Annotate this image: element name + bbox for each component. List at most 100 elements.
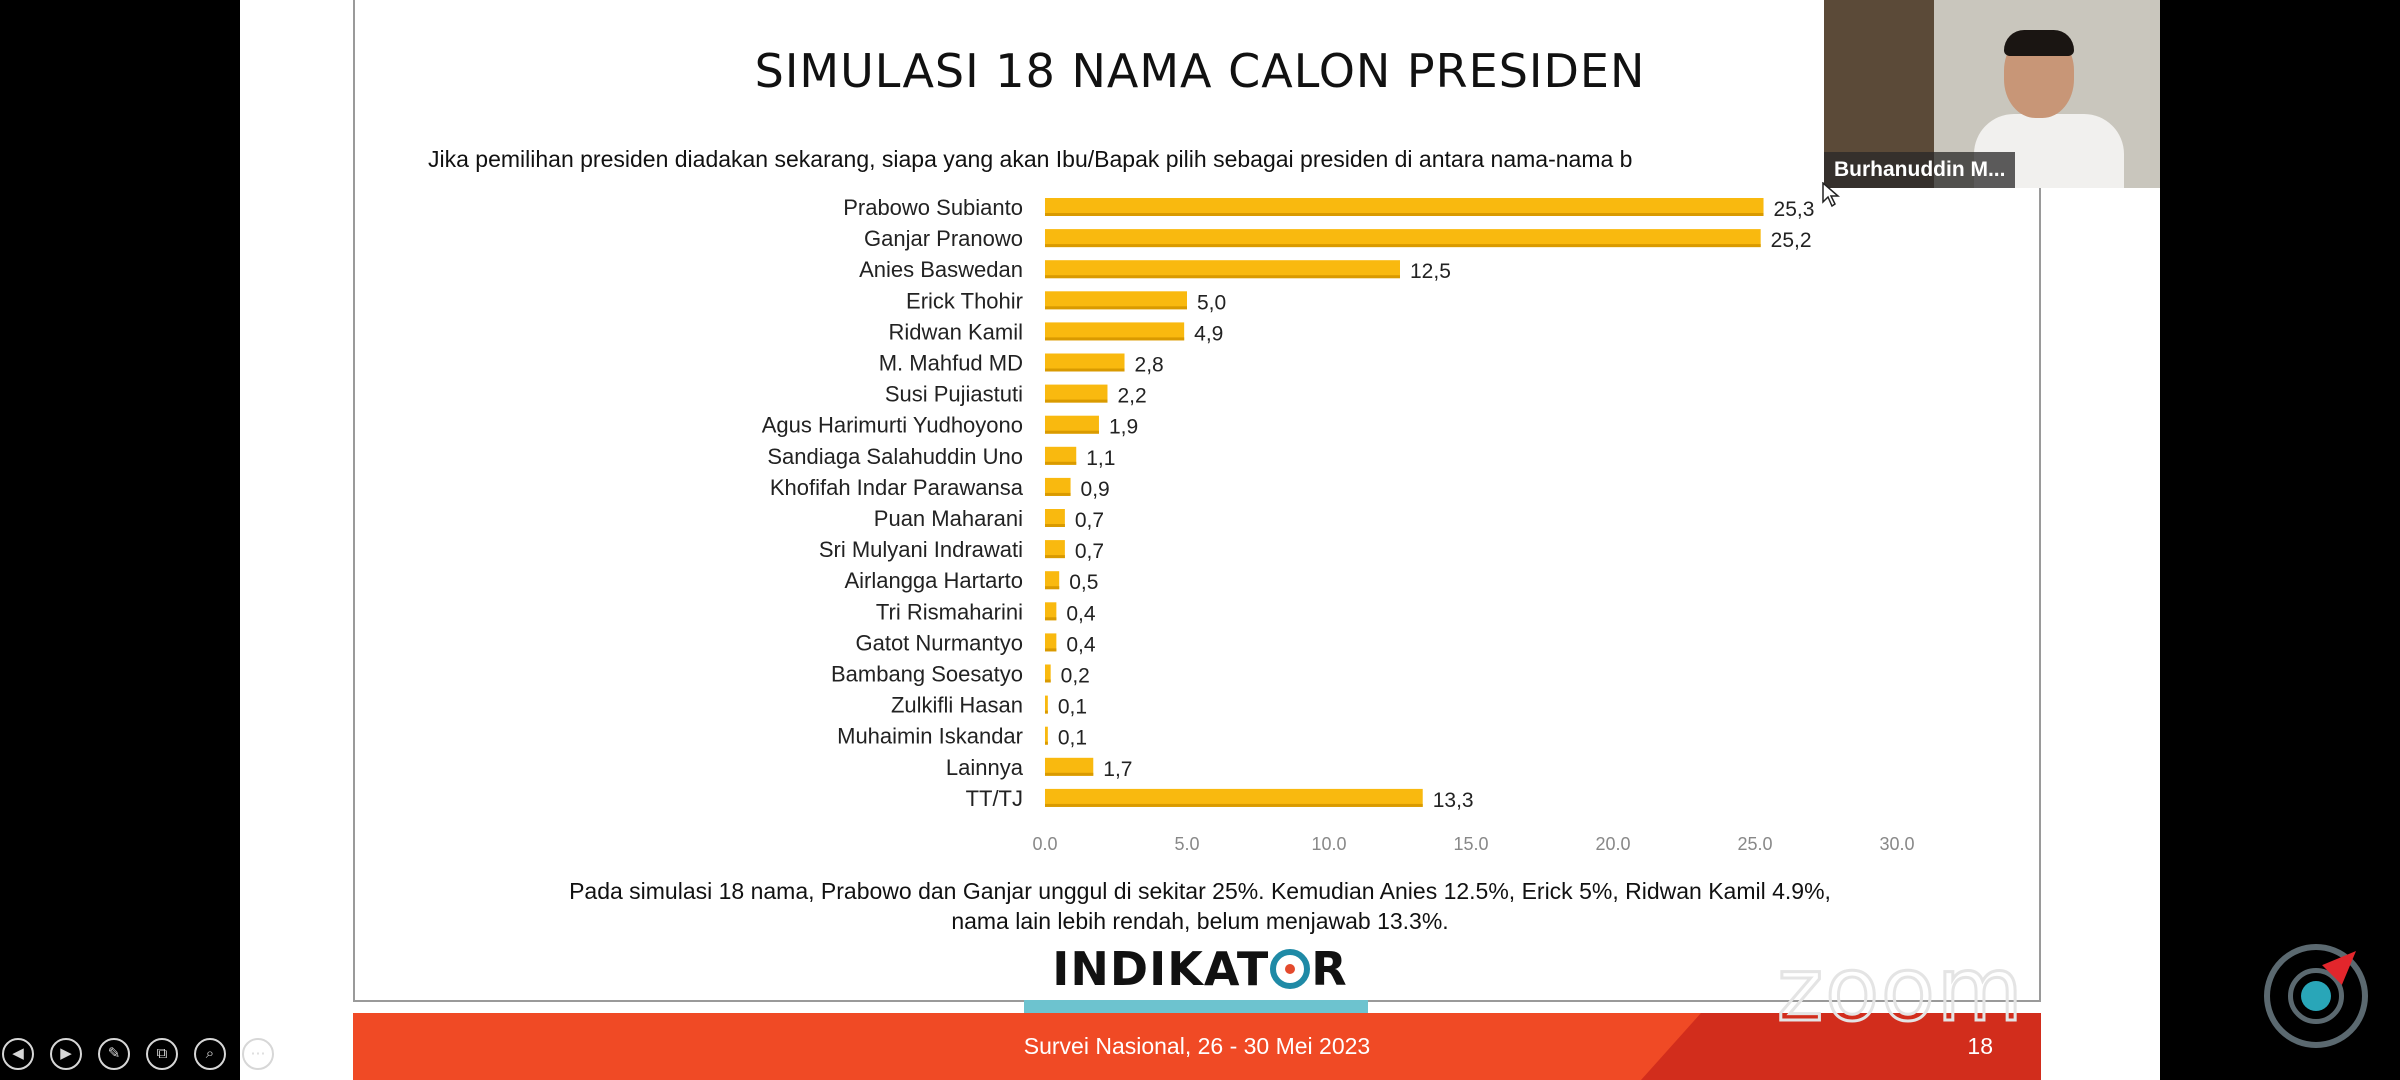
bar — [1045, 260, 1400, 279]
bar-shadow — [1045, 741, 1048, 745]
bar-chart: Prabowo Subianto 25,3 Ganjar Pranowo 25,2 An… — [762, 195, 1915, 854]
zoom-magnifier-icon[interactable]: ⌕ — [194, 1038, 226, 1070]
category-label: Puan Maharani — [874, 506, 1023, 531]
participant-video-tile[interactable]: Burhanuddin M... — [1824, 0, 2160, 188]
footer-survey-text: Survei Nasional, 26 - 30 Mei 2023 — [1023, 1033, 1371, 1059]
data-label: 1,9 — [1109, 416, 1138, 439]
category-label: Tri Rismaharini — [876, 599, 1023, 624]
data-label: 25,3 — [1774, 198, 1815, 221]
data-label: 0,2 — [1061, 665, 1090, 688]
data-label: 0,9 — [1081, 478, 1110, 501]
data-label: 2,2 — [1117, 385, 1146, 408]
conclusion-line-1: Pada simulasi 18 nama, Prabowo dan Ganja… — [569, 878, 1831, 904]
bar-shadow — [1045, 524, 1065, 527]
x-tick-label: 0.0 — [1032, 834, 1057, 854]
bar — [1045, 726, 1048, 745]
indikator-logo: INDIKAT R — [240, 942, 2160, 996]
bar — [1045, 477, 1071, 496]
participant-hair — [2004, 30, 2074, 56]
more-options-icon[interactable]: ⋯ — [242, 1038, 274, 1070]
pen-icon[interactable]: ✎ — [98, 1038, 130, 1070]
bar-shadow — [1045, 772, 1094, 776]
logo-text-end: R — [1311, 942, 1348, 996]
category-label: Bambang Soesatyo — [831, 662, 1023, 687]
category-label: Agus Harimurti Yudhoyono — [762, 413, 1023, 438]
bar — [1045, 322, 1185, 341]
bar — [1045, 415, 1099, 434]
bar-shadow — [1045, 617, 1057, 621]
x-tick-label: 20.0 — [1595, 834, 1630, 854]
category-label: Anies Baswedan — [859, 257, 1023, 282]
slide-footer: Survei Nasional, 26 - 30 Mei 2023 18 — [353, 1013, 2041, 1080]
bar-shadow — [1045, 306, 1187, 310]
category-label: Sri Mulyani Indrawati — [819, 537, 1023, 562]
next-slide-icon[interactable]: ▶ — [50, 1038, 82, 1070]
data-label: 0,4 — [1066, 602, 1096, 625]
logo-text-start: INDIKAT — [1052, 942, 1270, 996]
conclusion-text: Pada simulasi 18 nama, Prabowo dan Ganja… — [240, 876, 2160, 936]
previous-slide-icon[interactable]: ◀ — [2, 1038, 34, 1070]
bar-shadow — [1045, 244, 1761, 248]
data-label: 0,4 — [1066, 633, 1096, 656]
category-label: Lainnya — [946, 755, 1024, 780]
bar — [1045, 353, 1125, 372]
data-label: 25,2 — [1771, 229, 1812, 252]
logo-target-icon — [1270, 949, 1311, 989]
bar — [1045, 695, 1048, 714]
data-label: 0,1 — [1058, 696, 1087, 719]
data-label: 1,7 — [1103, 758, 1132, 781]
bar-shadow — [1045, 430, 1099, 434]
presentation-controls: ◀ ▶ ✎ ⧉ ⌕ ⋯ — [2, 1038, 274, 1070]
bar — [1045, 291, 1187, 310]
bar-shadow — [1045, 555, 1065, 559]
bar-shadow — [1045, 710, 1048, 714]
bar-shadow — [1045, 679, 1051, 683]
bar-shadow — [1045, 648, 1057, 652]
slide-number: 18 — [1967, 1033, 1993, 1059]
bar — [1045, 509, 1065, 527]
category-label: Khofifah Indar Parawansa — [770, 475, 1024, 500]
category-label: Prabowo Subianto — [843, 195, 1023, 220]
survey-question: Jika pemilihan presiden diadakan sekaran… — [428, 146, 1633, 172]
bar-shadow — [1045, 492, 1071, 496]
screen-recorder-button[interactable] — [2264, 941, 2368, 1048]
bar — [1045, 757, 1094, 776]
screen-share-view: SIMULASI 18 NAMA CALON PRESIDEN Jika pem… — [240, 0, 2160, 1080]
bar-shadow — [1045, 586, 1060, 590]
category-label: Susi Pujiastuti — [885, 382, 1023, 407]
data-label: 4,9 — [1194, 322, 1223, 345]
zoom-watermark: zoom — [1776, 937, 2025, 1043]
bar — [1045, 571, 1060, 590]
bar-shadow — [1045, 368, 1125, 372]
bar-shadow — [1045, 275, 1400, 279]
category-label: Ridwan Kamil — [889, 319, 1024, 344]
category-label: Gatot Nurmantyo — [855, 630, 1023, 655]
recorder-ring-icon — [2288, 968, 2344, 1024]
x-tick-label: 15.0 — [1453, 834, 1488, 854]
slide — [353, 0, 2041, 1002]
bar — [1045, 633, 1057, 652]
bar — [1045, 446, 1077, 465]
category-label: TT/TJ — [966, 786, 1023, 811]
data-label: 12,5 — [1410, 260, 1451, 283]
bar — [1045, 664, 1051, 683]
x-tick-label: 10.0 — [1311, 834, 1346, 854]
bar-shadow — [1045, 461, 1077, 465]
category-label: Muhaimin Iskandar — [837, 724, 1023, 749]
category-label: Airlangga Hartarto — [844, 568, 1023, 593]
x-tick-label: 5.0 — [1174, 834, 1199, 854]
slides-grid-icon[interactable]: ⧉ — [146, 1038, 178, 1070]
slide-title: SIMULASI 18 NAMA CALON PRESIDEN — [754, 44, 1646, 98]
participant-name: Burhanuddin M... — [1824, 152, 2016, 188]
bar-shadow — [1045, 213, 1764, 216]
footer-accent — [1641, 1013, 2041, 1080]
data-label: 2,8 — [1135, 354, 1164, 377]
x-tick-label: 30.0 — [1879, 834, 1914, 854]
bar-shadow — [1045, 337, 1185, 341]
data-label: 0,7 — [1075, 509, 1104, 532]
bar — [1045, 384, 1108, 403]
bar — [1045, 602, 1057, 621]
category-label: Ganjar Pranowo — [864, 226, 1023, 251]
data-label: 1,1 — [1086, 447, 1115, 470]
bar — [1045, 540, 1065, 559]
